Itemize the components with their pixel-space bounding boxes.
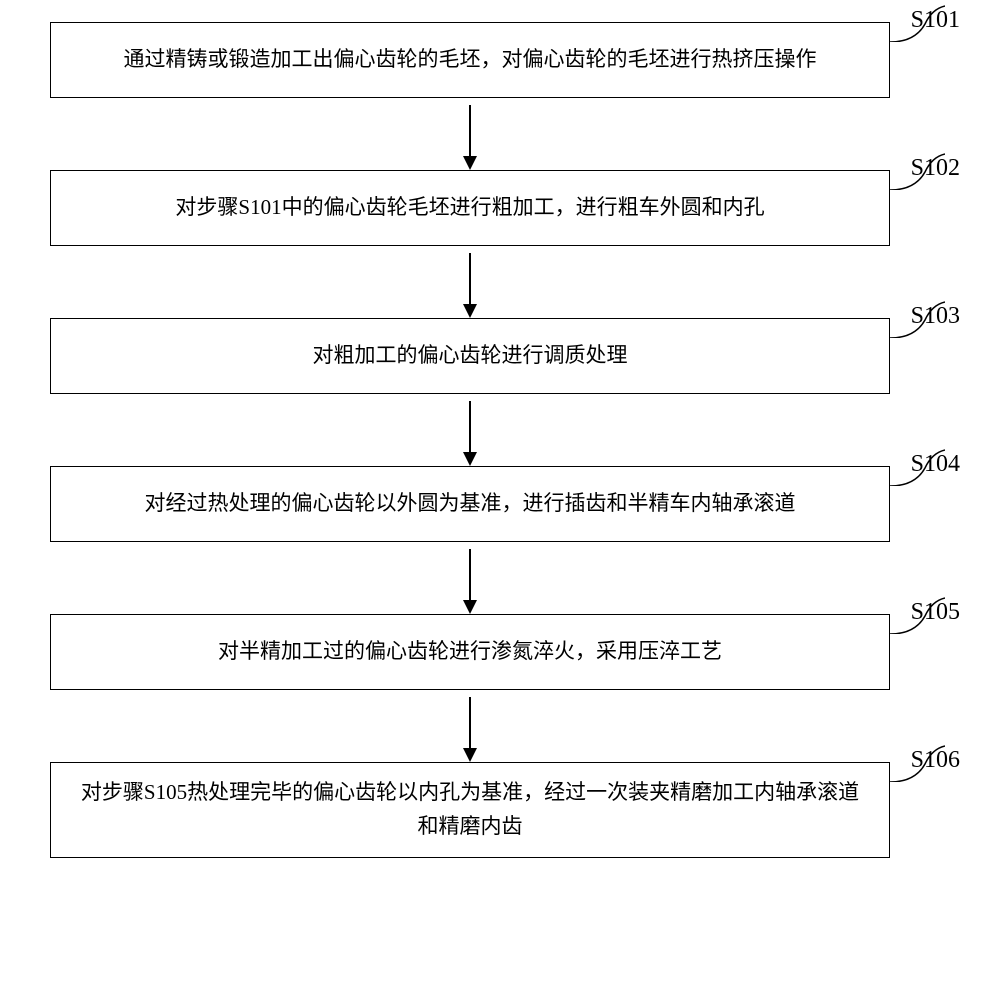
step-box: 对粗加工的偏心齿轮进行调质处理 [50,318,890,394]
arrow-head-icon [463,452,477,466]
step-text: 对步骤S101中的偏心齿轮毛坯进行粗加工，进行粗车外圆和内孔 [175,191,764,225]
arrow-head-icon [463,304,477,318]
arrow-line [469,401,471,459]
flowchart-container: 通过精铸或锻造加工出偏心齿轮的毛坯，对偏心齿轮的毛坯进行热挤压操作 S101 对… [50,22,950,858]
step-text: 对半精加工过的偏心齿轮进行渗氮淬火，采用压淬工艺 [218,635,722,669]
step-text: 对粗加工的偏心齿轮进行调质处理 [313,339,628,373]
step-s104: 对经过热处理的偏心齿轮以外圆为基准，进行插齿和半精车内轴承滚道 S104 [50,466,890,542]
step-label: S106 [911,747,960,774]
arrow-connector [50,542,890,614]
step-box: 对半精加工过的偏心齿轮进行渗氮淬火，采用压淬工艺 [50,614,890,690]
step-box: 对步骤S101中的偏心齿轮毛坯进行粗加工，进行粗车外圆和内孔 [50,170,890,246]
arrow-head-icon [463,600,477,614]
step-box: 对步骤S105热处理完毕的偏心齿轮以内孔为基准，经过一次装夹精磨加工内轴承滚道和… [50,762,890,858]
step-label: S101 [911,7,960,34]
arrow-connector [50,246,890,318]
step-label: S105 [911,599,960,626]
arrow-line [469,253,471,311]
step-s102: 对步骤S101中的偏心齿轮毛坯进行粗加工，进行粗车外圆和内孔 S102 [50,170,890,246]
arrow-line [469,697,471,755]
step-s106: 对步骤S105热处理完毕的偏心齿轮以内孔为基准，经过一次装夹精磨加工内轴承滚道和… [50,762,890,858]
arrow-head-icon [463,156,477,170]
arrow-connector [50,394,890,466]
step-box: 对经过热处理的偏心齿轮以外圆为基准，进行插齿和半精车内轴承滚道 [50,466,890,542]
arrow-head-icon [463,748,477,762]
step-text: 对步骤S105热处理完毕的偏心齿轮以内孔为基准，经过一次装夹精磨加工内轴承滚道和… [76,776,864,843]
step-label: S102 [911,155,960,182]
step-s103: 对粗加工的偏心齿轮进行调质处理 S103 [50,318,890,394]
arrow-line [469,549,471,607]
step-label: S104 [911,451,960,478]
step-text: 通过精铸或锻造加工出偏心齿轮的毛坯，对偏心齿轮的毛坯进行热挤压操作 [124,43,817,77]
step-s101: 通过精铸或锻造加工出偏心齿轮的毛坯，对偏心齿轮的毛坯进行热挤压操作 S101 [50,22,890,98]
step-label: S103 [911,303,960,330]
step-text: 对经过热处理的偏心齿轮以外圆为基准，进行插齿和半精车内轴承滚道 [145,487,796,521]
arrow-line [469,105,471,163]
arrow-connector [50,98,890,170]
step-box: 通过精铸或锻造加工出偏心齿轮的毛坯，对偏心齿轮的毛坯进行热挤压操作 [50,22,890,98]
step-s105: 对半精加工过的偏心齿轮进行渗氮淬火，采用压淬工艺 S105 [50,614,890,690]
arrow-connector [50,690,890,762]
